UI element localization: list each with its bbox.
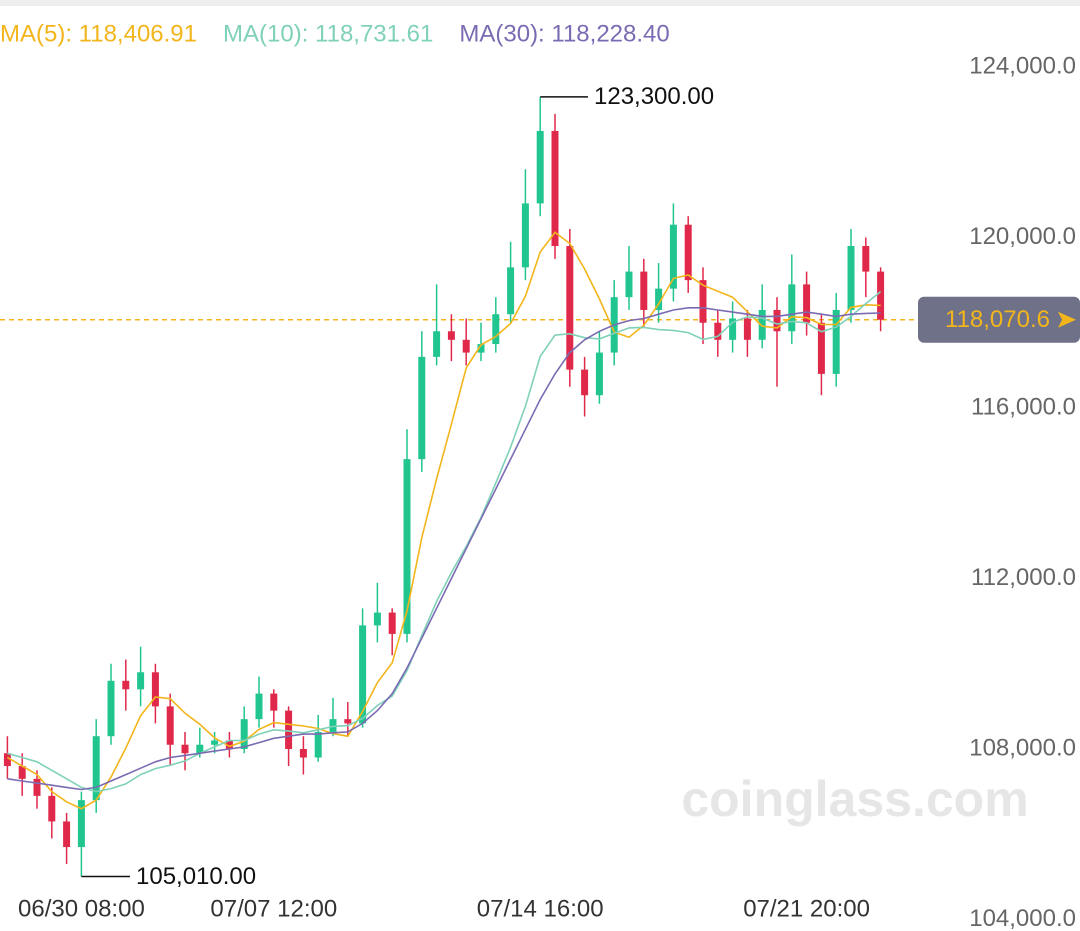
candle-body	[521, 203, 529, 268]
y-tick-label: 104,000.0	[969, 905, 1076, 931]
candle-body	[536, 130, 544, 204]
candle-body	[433, 331, 441, 357]
candle-body	[877, 271, 885, 320]
candle-body	[492, 314, 500, 345]
candle-body	[344, 719, 352, 724]
x-tick-label: 07/21 20:00	[743, 895, 870, 922]
candle-body	[225, 740, 233, 749]
candle-body	[373, 612, 381, 626]
candle-body	[181, 744, 189, 754]
y-tick-label: 120,000.0	[969, 223, 1076, 250]
candle-body	[122, 680, 130, 690]
y-tick-label: 108,000.0	[969, 734, 1076, 761]
ma-line	[7, 307, 881, 791]
price-tag	[918, 296, 1080, 343]
candle-body	[359, 625, 367, 724]
candle-body	[63, 821, 71, 848]
candle-body	[270, 693, 278, 711]
candle-body	[669, 224, 677, 289]
candle-body	[655, 288, 663, 310]
candle-body	[77, 800, 85, 848]
legend-entry: MA(30): 118,228.40	[459, 20, 669, 47]
candle-body	[758, 309, 766, 340]
candle-body	[729, 318, 737, 340]
price-tag-label: 118,070.6	[945, 306, 1050, 333]
candle-body	[714, 322, 722, 340]
candle-body	[403, 459, 411, 634]
candle-body	[477, 344, 485, 353]
candle-body	[388, 612, 396, 634]
legend-entry: MA(5): 118,406.91	[0, 20, 197, 47]
ma-line	[7, 231, 881, 810]
watermark: coinglass.com	[681, 771, 1028, 827]
candle-body	[462, 339, 470, 353]
x-tick-label: 07/14 16:00	[477, 895, 604, 922]
candle-body	[803, 284, 811, 323]
candle-body	[625, 271, 633, 298]
candle-body	[817, 322, 825, 374]
y-tick-label: 112,000.0	[971, 564, 1076, 591]
candle-body	[329, 719, 337, 732]
candle-body	[832, 309, 840, 374]
watermark-layer: coinglass.com	[681, 771, 1028, 827]
candle-body	[507, 267, 515, 315]
candle-body	[418, 356, 426, 460]
high-label: 123,300.00	[594, 83, 714, 110]
price-tag-arrow	[1058, 311, 1076, 328]
candle-body	[107, 680, 115, 737]
low-label: 105,010.00	[136, 863, 256, 890]
y-tick-label: 116,000.0	[971, 393, 1076, 420]
candle-body	[314, 731, 322, 758]
top-bar	[0, 0, 1080, 6]
candle-body	[92, 736, 100, 801]
candle-body	[684, 224, 692, 281]
candle-body	[3, 753, 11, 767]
x-tick-label: 07/07 12:00	[210, 895, 337, 922]
ma-line	[7, 290, 882, 793]
candle-body	[699, 280, 707, 323]
candle-body	[151, 672, 159, 707]
candle-body	[285, 710, 293, 749]
candle-body	[196, 744, 204, 754]
candle-body	[773, 309, 781, 332]
candle-body	[551, 130, 559, 247]
candle-body	[33, 778, 41, 796]
candle-body	[847, 246, 855, 310]
y-tick-label: 124,000.0	[969, 52, 1076, 79]
candle-body	[240, 719, 248, 749]
candle-body	[299, 748, 307, 758]
candle-body	[211, 740, 219, 745]
candle-body	[137, 672, 145, 690]
candle-body	[447, 331, 455, 340]
candle-body	[595, 352, 603, 396]
candle-body	[581, 369, 589, 396]
candle-body	[862, 246, 870, 272]
x-tick-label: 06/30 08:00	[18, 895, 145, 922]
candle-body	[788, 284, 796, 332]
candle-body	[743, 318, 751, 340]
candle-body	[18, 766, 26, 779]
candle-body	[640, 271, 648, 310]
legend-entry: MA(10): 118,731.61	[223, 20, 433, 47]
candle-body	[48, 795, 56, 822]
candle-body	[255, 693, 263, 720]
candle-body	[166, 706, 174, 745]
candle-body	[566, 246, 574, 370]
